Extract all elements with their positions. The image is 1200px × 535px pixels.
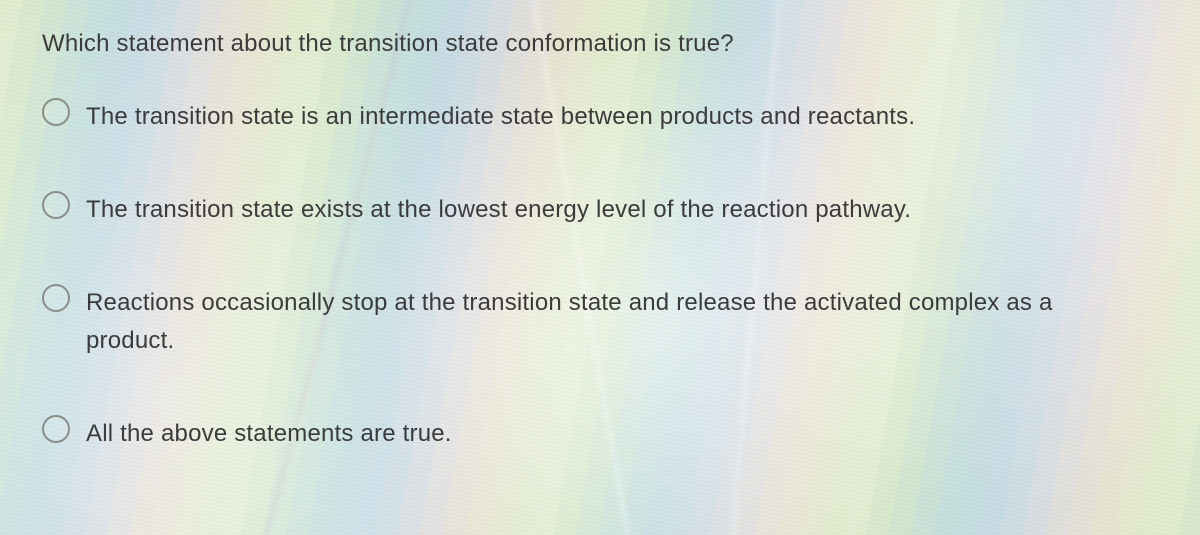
option-2-label: The transition state exists at the lowes…	[86, 191, 911, 228]
option-3-label: Reactions occasionally stop at the trans…	[86, 284, 1146, 358]
options-group: The transition state is an intermediate …	[42, 98, 1162, 452]
option-1-label: The transition state is an intermediate …	[86, 98, 915, 135]
option-3[interactable]: Reactions occasionally stop at the trans…	[42, 284, 1162, 358]
option-4[interactable]: All the above statements are true.	[42, 415, 1162, 452]
option-4-label: All the above statements are true.	[86, 415, 452, 452]
option-1[interactable]: The transition state is an intermediate …	[42, 98, 1162, 135]
radio-icon[interactable]	[42, 191, 70, 219]
radio-icon[interactable]	[42, 415, 70, 443]
quiz-container: Which statement about the transition sta…	[0, 0, 1200, 535]
option-2[interactable]: The transition state exists at the lowes…	[42, 191, 1162, 228]
question-text: Which statement about the transition sta…	[42, 30, 1162, 58]
radio-icon[interactable]	[42, 98, 70, 126]
radio-icon[interactable]	[42, 284, 70, 312]
